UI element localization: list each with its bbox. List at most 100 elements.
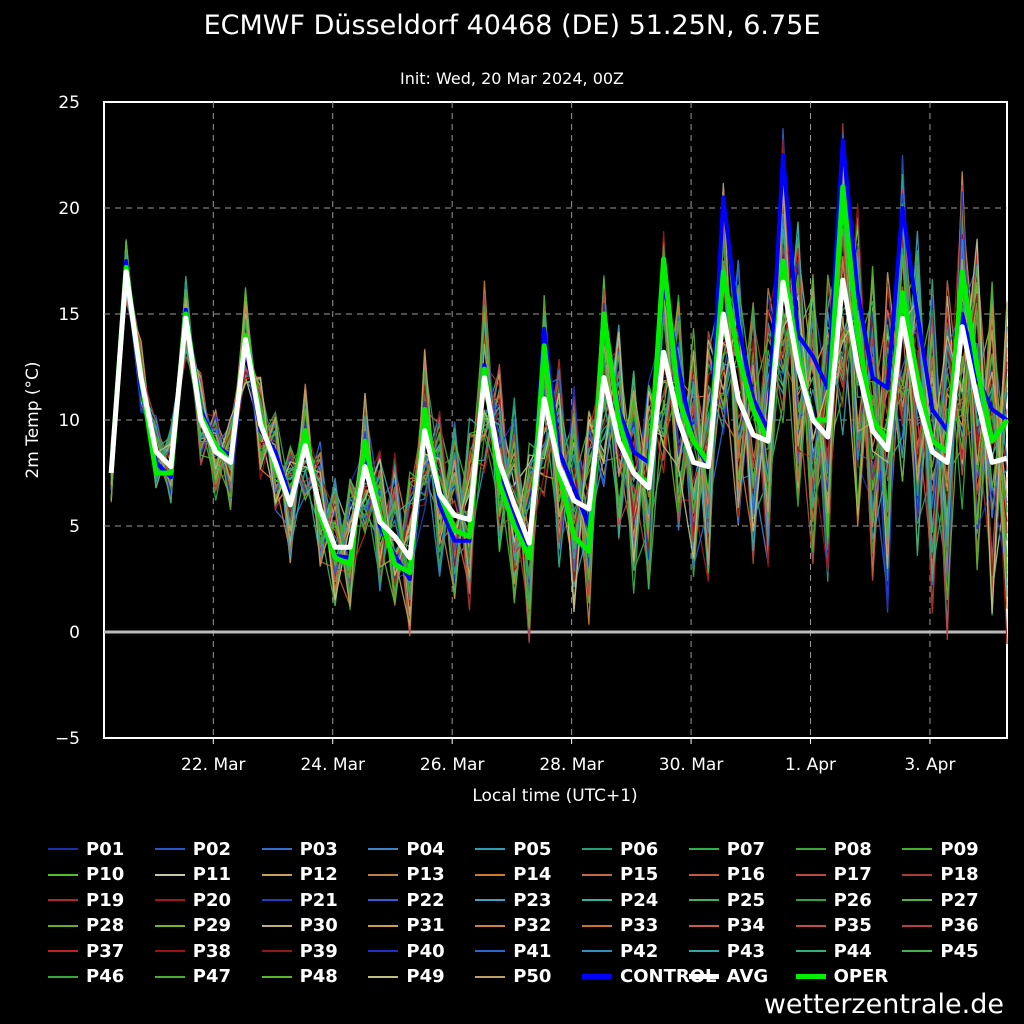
legend-label: P07 <box>726 838 766 860</box>
legend-item-p40: P40 <box>368 940 445 962</box>
series-line-avg <box>108 269 1008 561</box>
legend-item-p35: P35 <box>795 915 872 937</box>
legend-item-p10: P10 <box>48 864 124 886</box>
legend-item-oper: OPER <box>795 966 888 988</box>
ensemble-chart: ECMWF Düsseldorf 40468 (DE) 51.25N, 6.75… <box>23 10 1010 806</box>
legend-swatch <box>688 974 719 979</box>
legend-item-p14: P14 <box>475 864 551 886</box>
legend-item-p25: P25 <box>688 889 765 911</box>
legend-label: P37 <box>86 940 125 962</box>
legend-label: P48 <box>299 966 338 987</box>
legend-swatch <box>48 848 78 850</box>
legend-label: P33 <box>620 915 659 936</box>
legend-label: CONTROL <box>620 966 717 987</box>
member-line-p46 <box>110 166 1008 599</box>
legend-label: P24 <box>620 889 659 911</box>
legend-swatch <box>795 950 826 952</box>
legend-item-p04: P04 <box>368 838 445 860</box>
legend-item-p45: P45 <box>902 940 979 962</box>
legend-label: P28 <box>86 915 125 936</box>
y-axis-ticks: 25 20 15 10 5 0 −5 <box>55 93 80 749</box>
legend-swatch <box>475 950 506 952</box>
legend-item-p42: P42 <box>582 940 658 962</box>
member-line-p50 <box>110 166 1008 627</box>
legend-swatch <box>154 899 185 901</box>
legend-swatch <box>688 950 719 952</box>
legend-item-p44: P44 <box>795 940 872 962</box>
legend-swatch <box>795 873 826 876</box>
legend-label: P47 <box>192 966 232 987</box>
legend-swatch <box>475 899 506 901</box>
legend-item-p20: P20 <box>154 889 232 911</box>
legend-item-p02: P02 <box>154 838 231 860</box>
legend-item-p19: P19 <box>48 889 124 911</box>
y-tick-label: 20 <box>58 199 80 219</box>
chart-title: ECMWF Düsseldorf 40468 (DE) 51.25N, 6.75… <box>204 10 821 41</box>
legend-swatch <box>582 848 612 850</box>
legend-swatch <box>475 848 506 850</box>
legend-item-p08: P08 <box>795 838 872 860</box>
y-tick-label: 5 <box>69 517 80 537</box>
member-line-p38 <box>110 139 1008 607</box>
legend-item-p37: P37 <box>48 940 124 962</box>
legend-swatch <box>154 924 185 927</box>
legend-label: P20 <box>192 889 232 911</box>
legend-swatch <box>48 950 78 952</box>
y-tick-label: 15 <box>58 305 80 325</box>
x-tick-label: 24. Mar <box>300 755 365 775</box>
legend-label: P30 <box>299 915 338 936</box>
legend-label: P09 <box>940 838 979 860</box>
legend-label: P39 <box>299 940 338 962</box>
y-tick-label: 10 <box>58 411 80 431</box>
legend-label: P17 <box>833 864 872 885</box>
legend-item-p48: P48 <box>261 966 338 988</box>
member-line-p39 <box>110 203 1008 592</box>
legend-item-p27: P27 <box>902 889 979 911</box>
legend-item-avg: AVG <box>688 966 769 988</box>
legend-item-p11: P11 <box>154 864 232 886</box>
legend-item-p15: P15 <box>582 864 658 886</box>
legend-swatch <box>48 975 78 978</box>
legend-label: P14 <box>513 864 552 885</box>
legend-swatch <box>902 950 933 952</box>
legend-swatch <box>154 950 185 952</box>
legend-swatch <box>475 924 506 927</box>
legend-item-p21: P21 <box>261 889 338 911</box>
legend-swatch <box>368 848 399 850</box>
x-tick-label: 28. Mar <box>539 755 604 775</box>
legend-item-p46: P46 <box>48 966 124 988</box>
legend-label: P22 <box>406 889 445 911</box>
legend-swatch <box>368 873 399 876</box>
legend-label: P21 <box>299 889 338 911</box>
legend-item-p26: P26 <box>795 889 872 911</box>
legend-swatch <box>368 924 399 927</box>
legend-label: P01 <box>86 838 125 860</box>
legend-swatch <box>795 974 826 979</box>
legend-label: P12 <box>299 864 338 885</box>
legend-label: P40 <box>406 940 445 962</box>
legend-label: P31 <box>406 915 445 936</box>
legend-label: P11 <box>192 864 232 885</box>
legend-label: P49 <box>406 966 445 987</box>
legend-item-p28: P28 <box>48 915 124 937</box>
legend-label: P43 <box>726 940 766 962</box>
legend-label: P18 <box>940 864 979 885</box>
legend-label: P46 <box>86 966 125 987</box>
legend-label: P19 <box>86 889 125 911</box>
legend-label: P44 <box>833 940 872 962</box>
legend-label: P13 <box>406 864 445 885</box>
legend-label: P50 <box>513 966 552 987</box>
legend-label: AVG <box>726 966 769 987</box>
legend-label: P16 <box>726 864 766 885</box>
legend-item-p22: P22 <box>368 889 445 911</box>
legend-swatch <box>688 899 719 901</box>
legend-item-p06: P06 <box>582 838 658 860</box>
legend-item-p23: P23 <box>475 889 551 911</box>
legend-swatch <box>475 975 506 978</box>
legend-swatch <box>475 873 506 876</box>
legend-label: P10 <box>86 864 125 885</box>
legend-item-p12: P12 <box>261 864 338 886</box>
legend-item-p29: P29 <box>154 915 231 937</box>
legend-item-p33: P33 <box>582 915 658 937</box>
legend-swatch <box>261 899 292 901</box>
